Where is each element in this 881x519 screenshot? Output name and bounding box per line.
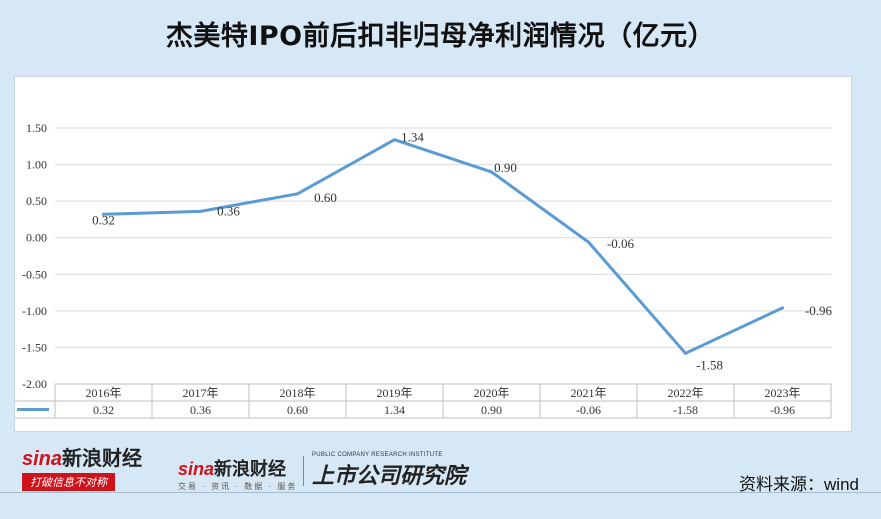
data-label: 0.60: [314, 190, 337, 205]
y-tick-label: -1.00: [22, 304, 47, 318]
data-label: 0.36: [217, 203, 240, 218]
data-label: 1.34: [401, 130, 424, 145]
data-label: -0.06: [607, 236, 635, 251]
y-tick-label: 0.50: [26, 194, 47, 208]
data-point: [199, 209, 202, 213]
data-label: -1.58: [696, 357, 723, 372]
category-label: 2018年: [279, 386, 315, 400]
y-tick-label: 0.00: [26, 231, 47, 245]
data-label: 0.32: [92, 212, 115, 227]
data-point: [393, 138, 396, 142]
table-value: 1.34: [384, 403, 405, 417]
footer-rule: [0, 492, 881, 493]
data-point: [490, 170, 493, 174]
logo-divider: [303, 456, 304, 486]
page-title: 杰美特IPO前后扣非归母净利润情况（亿元）: [165, 21, 716, 52]
category-label: 2021年: [570, 386, 606, 400]
data-point: [587, 240, 590, 244]
table-value: -1.58: [673, 403, 698, 417]
chart-panel: 1.50 1.00 0.50 0.00 -0.50 -1.00 -1.50 -2.00 0.3…: [10, 76, 852, 432]
table-value: -0.96: [770, 403, 795, 417]
series-line: [102, 138, 784, 355]
table-value: 0.32: [93, 403, 114, 417]
category-label: 2017年: [182, 386, 218, 400]
table-value: 0.90: [481, 403, 502, 417]
y-tick-label: 1.00: [26, 158, 47, 172]
data-label: 0.90: [494, 160, 517, 175]
line-chart: 1.50 1.00 0.50 0.00 -0.50 -1.00 -1.50 -2.00 0.3…: [10, 121, 833, 419]
y-tick-label: -1.50: [22, 340, 47, 354]
table-value: 0.60: [287, 403, 308, 417]
data-point: [102, 212, 105, 216]
category-label: 2016年: [85, 386, 121, 400]
table-value: 0.36: [190, 403, 211, 417]
data-point: [296, 192, 299, 196]
y-tick-label: -0.50: [22, 267, 47, 281]
category-label: 2020年: [473, 386, 509, 400]
data-point: [684, 351, 687, 355]
data-point: [781, 306, 784, 310]
sina-finance-logo: sina新浪财经 打破信息不对称: [22, 448, 143, 491]
institute-logo: PUBLIC COMPANY RESEARCH INSTITUTE 上市公司研究…: [312, 452, 467, 488]
sina-slogan: 打破信息不对称: [22, 473, 115, 491]
data-source: 资料来源：wind: [739, 475, 859, 494]
data-label: -0.96: [805, 303, 833, 318]
category-label: 2023年: [764, 386, 800, 400]
category-label: 2019年: [376, 386, 412, 400]
sina-finance-small-logo: sina新浪财经 交易 · 资讯 · 数据 · 服务: [178, 459, 298, 491]
table-value: -0.06: [576, 403, 601, 417]
y-tick-label: 1.50: [26, 121, 47, 135]
category-label: 2022年: [667, 386, 703, 400]
y-tick-label: -2.00: [22, 377, 47, 391]
